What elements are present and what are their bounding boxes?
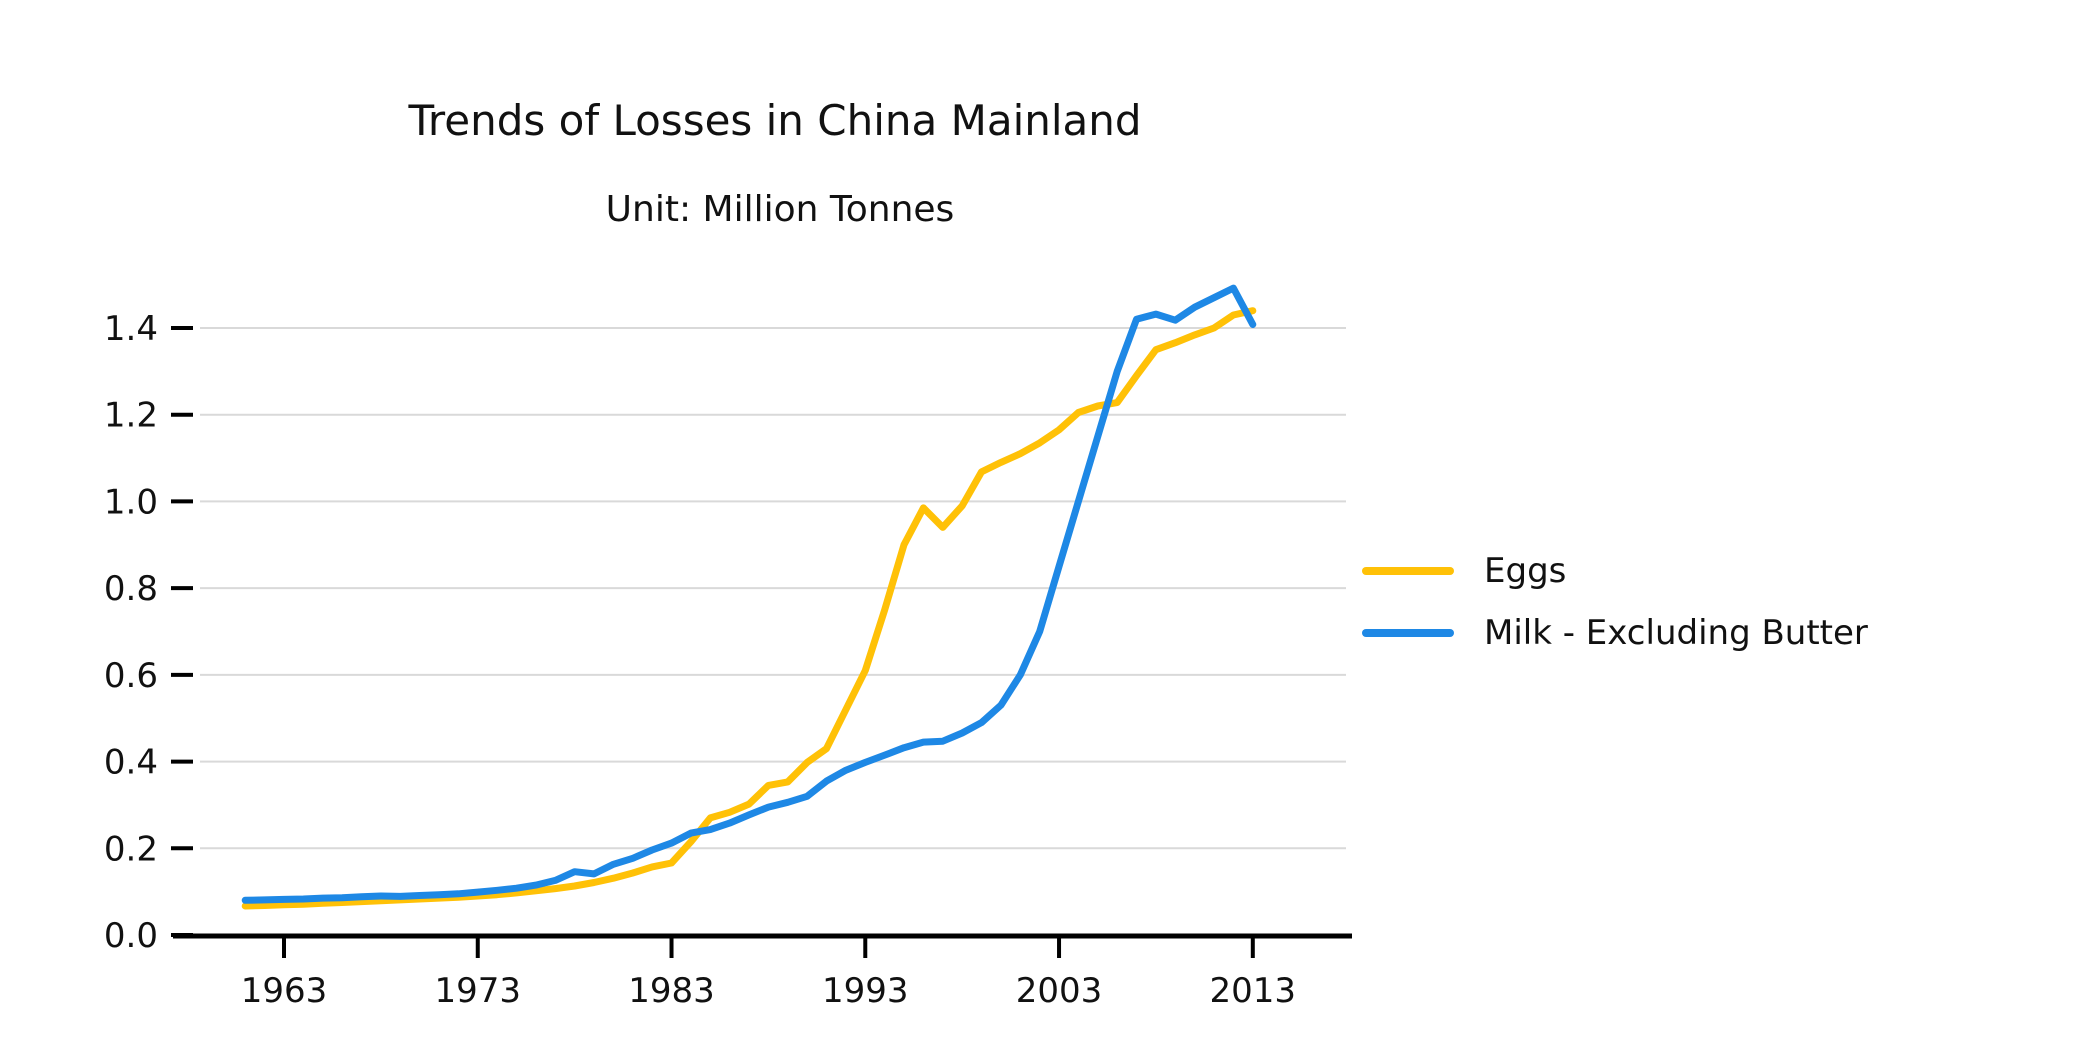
y-tick-label: 0.0 bbox=[104, 916, 158, 956]
y-tick-label: 1.0 bbox=[104, 482, 158, 522]
y-tick-label: 0.4 bbox=[104, 743, 158, 783]
legend-item-eggs: Eggs bbox=[1362, 540, 1868, 602]
legend-label-milk-excluding-butter: Milk - Excluding Butter bbox=[1484, 613, 1868, 653]
legend-label-eggs: Eggs bbox=[1484, 551, 1567, 591]
milk-excluding-butter-line bbox=[241, 284, 1257, 904]
y-tick-label: 0.8 bbox=[104, 569, 158, 609]
legend: Eggs Milk - Excluding Butter bbox=[1362, 540, 1868, 664]
chart-subtitle: Unit: Million Tonnes bbox=[605, 189, 955, 230]
x-tick-label: 1993 bbox=[822, 971, 909, 1011]
legend-item-milk-excluding-butter: Milk - Excluding Butter bbox=[1362, 602, 1868, 664]
x-tick-label: 2003 bbox=[1016, 971, 1103, 1011]
x-tick-label: 2013 bbox=[1210, 971, 1297, 1011]
y-tick-label: 0.6 bbox=[104, 656, 158, 696]
eggs-line-swatch bbox=[1362, 567, 1454, 575]
y-tick-label: 1.4 bbox=[104, 309, 158, 349]
chart-title: Trends of Losses in China Mainland bbox=[408, 96, 1142, 145]
milk-excluding-butter-line-swatch bbox=[1362, 629, 1454, 637]
y-tick-label: 1.2 bbox=[104, 396, 158, 436]
x-tick-label: 1983 bbox=[628, 971, 715, 1011]
x-tick-label: 1973 bbox=[434, 971, 521, 1011]
x-tick-label: 1963 bbox=[241, 971, 328, 1011]
y-tick-label: 0.2 bbox=[104, 829, 158, 869]
